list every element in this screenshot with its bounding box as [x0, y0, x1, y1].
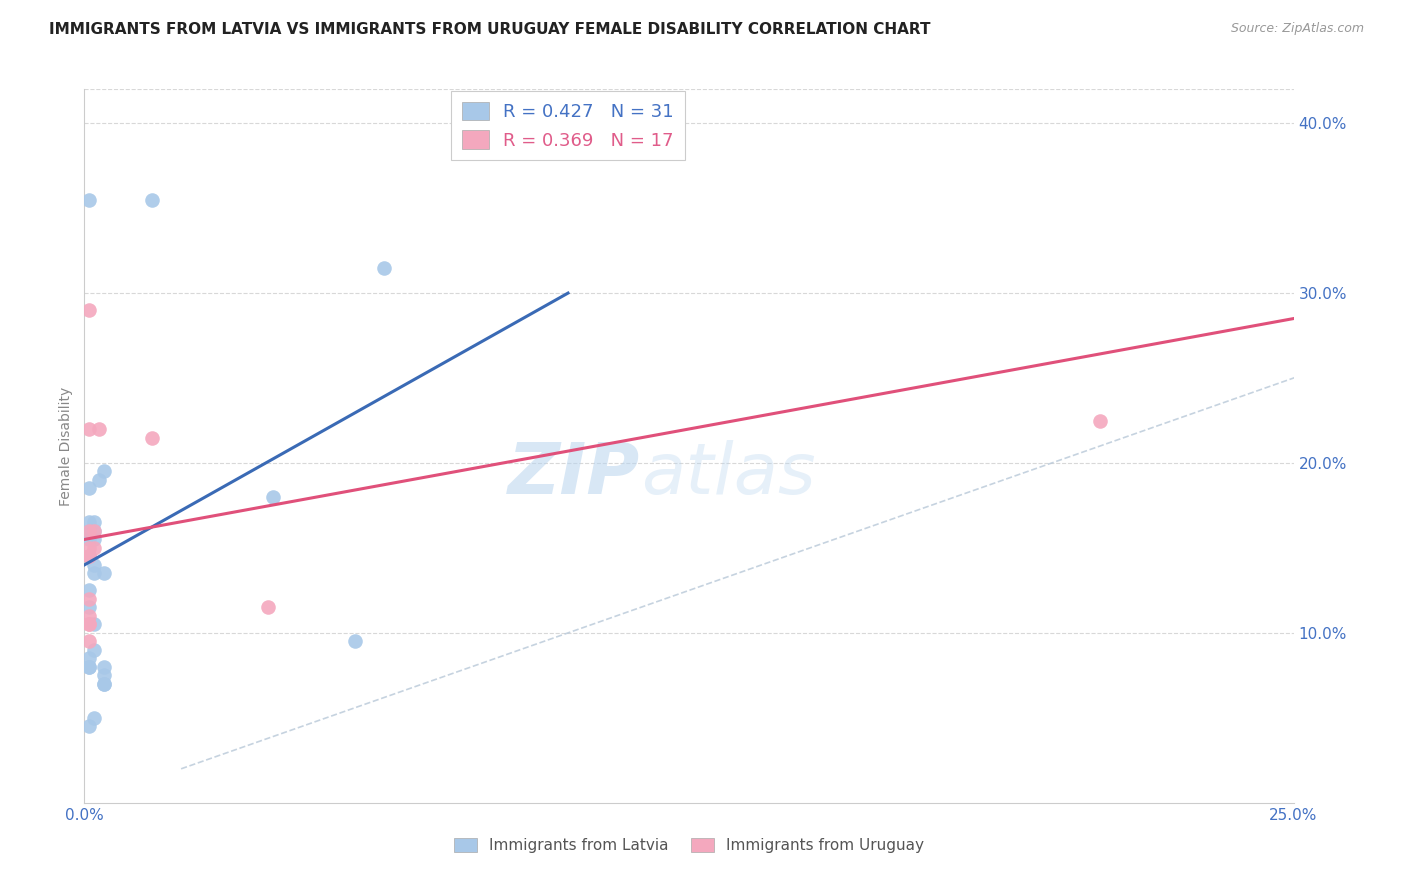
Point — [77, 533, 100, 547]
Text: IMMIGRANTS FROM LATVIA VS IMMIGRANTS FROM URUGUAY FEMALE DISABILITY CORRELATION : IMMIGRANTS FROM LATVIA VS IMMIGRANTS FRO… — [49, 22, 931, 37]
Point — [83, 516, 105, 530]
Point — [77, 651, 100, 665]
Point — [77, 719, 100, 733]
Point — [77, 634, 100, 648]
Point — [77, 549, 100, 564]
Point — [77, 482, 100, 496]
Point — [344, 634, 367, 648]
Point — [83, 558, 105, 572]
Text: ZIP: ZIP — [509, 440, 641, 509]
Point — [93, 566, 115, 581]
Point — [373, 260, 395, 275]
Point — [77, 193, 100, 207]
Point — [93, 677, 115, 691]
Point — [83, 566, 105, 581]
Point — [77, 303, 100, 318]
Point — [77, 617, 100, 632]
Point — [77, 524, 100, 538]
Point — [83, 711, 105, 725]
Point — [257, 600, 280, 615]
Point — [77, 600, 100, 615]
Point — [77, 549, 100, 564]
Point — [77, 422, 100, 436]
Point — [1088, 413, 1111, 427]
Point — [93, 660, 115, 674]
Point — [87, 422, 110, 436]
Point — [77, 516, 100, 530]
Point — [83, 524, 105, 538]
Point — [83, 533, 105, 547]
Point — [262, 490, 284, 504]
Point — [77, 549, 100, 564]
Point — [141, 430, 163, 444]
Point — [77, 608, 100, 623]
Point — [77, 660, 100, 674]
Point — [93, 668, 115, 682]
Point — [83, 541, 105, 555]
Point — [93, 677, 115, 691]
Point — [141, 193, 163, 207]
Point — [93, 465, 115, 479]
Point — [83, 643, 105, 657]
Legend: Immigrants from Latvia, Immigrants from Uruguay: Immigrants from Latvia, Immigrants from … — [447, 832, 931, 859]
Point — [77, 617, 100, 632]
Y-axis label: Female Disability: Female Disability — [59, 386, 73, 506]
Point — [83, 617, 105, 632]
Text: atlas: atlas — [641, 440, 815, 509]
Point — [77, 583, 100, 598]
Point — [83, 524, 105, 538]
Point — [77, 524, 100, 538]
Point — [77, 541, 100, 555]
Point — [77, 660, 100, 674]
Text: Source: ZipAtlas.com: Source: ZipAtlas.com — [1230, 22, 1364, 36]
Point — [77, 591, 100, 606]
Point — [87, 473, 110, 487]
